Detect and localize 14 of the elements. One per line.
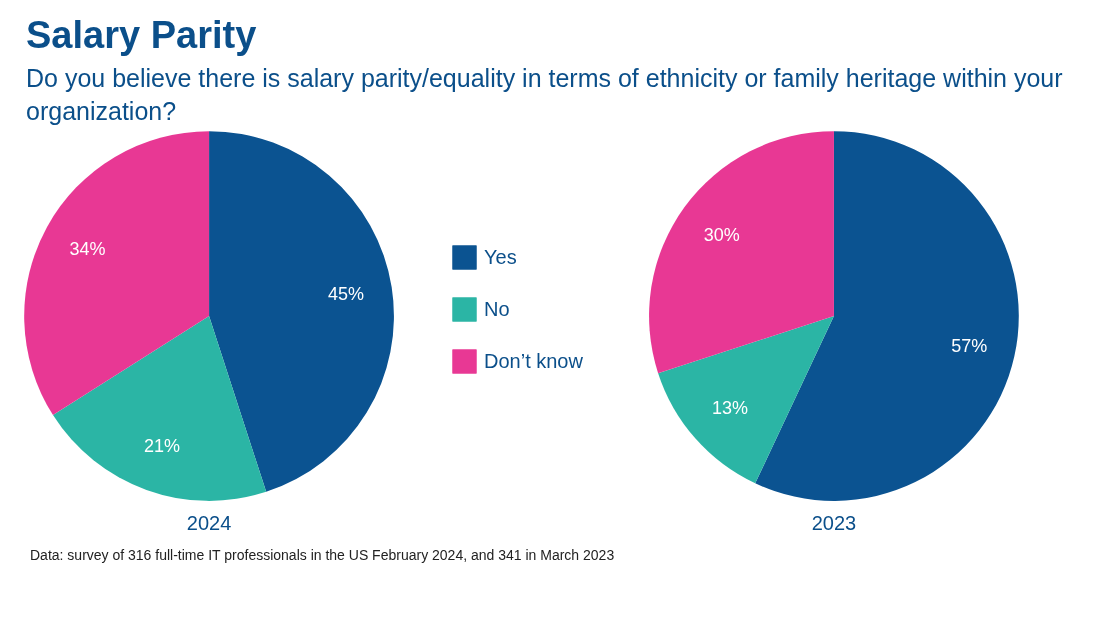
- data-label: 34%: [69, 239, 106, 260]
- slice-label: 2024: [186, 512, 232, 535]
- data-label: 45%: [328, 284, 365, 305]
- data-label: 30%: [703, 224, 740, 245]
- chart-title: Salary Parity: [26, 13, 257, 58]
- chart-subtitle: Do you believe there is salary parity/equality in terms of ethnicity or family heritage within your organization?: [26, 63, 1064, 127]
- legend-label: No: [484, 297, 510, 321]
- slice-label: 2023: [811, 512, 857, 535]
- data-label: 21%: [144, 436, 181, 457]
- data-label: 57%: [951, 336, 988, 357]
- legend-label: Yes: [484, 245, 517, 269]
- legend-label: Don’t know: [484, 349, 583, 373]
- data-label: 13%: [711, 397, 748, 418]
- text: Data: survey of 316 full-time IT professionals in the US February 2024, and 341 in March 2023: [30, 546, 615, 566]
